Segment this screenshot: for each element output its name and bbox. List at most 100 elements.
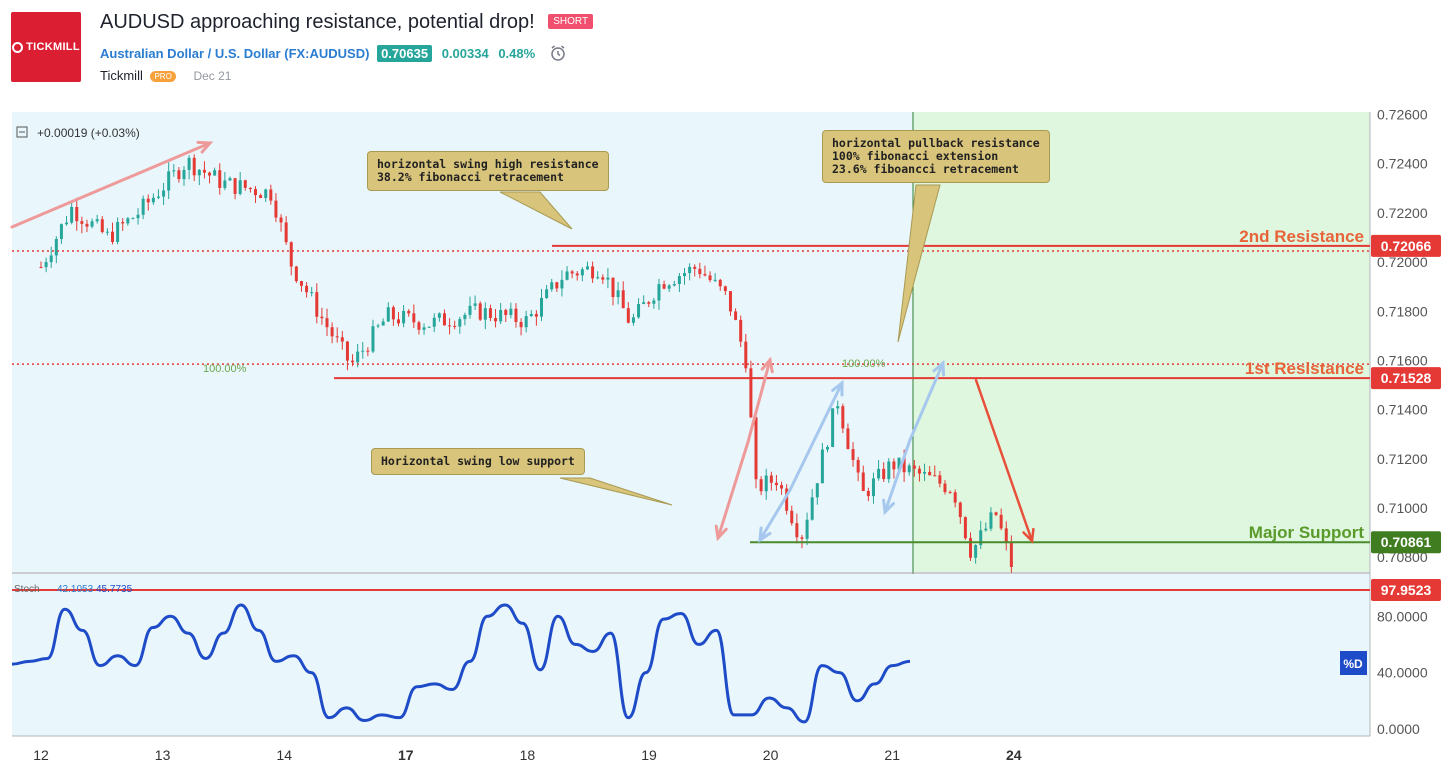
major-support-price-tag: 0.70861 — [1381, 534, 1432, 550]
candle — [478, 303, 482, 320]
fib-leg-arrow[interactable] — [883, 438, 912, 514]
stoch-marker-tag-bg — [1371, 579, 1441, 601]
candle — [468, 305, 472, 315]
candle — [774, 482, 778, 486]
candle — [974, 545, 978, 558]
fib-leg-arrow[interactable] — [908, 361, 945, 442]
candle — [826, 446, 830, 450]
fib-leg-arrow[interactable] — [746, 358, 772, 444]
stoch-marker-tag: 97.9523 — [1381, 582, 1432, 598]
major-support-tag-bg — [1371, 531, 1441, 554]
candle — [325, 318, 329, 328]
fib-level-label: 100.00% — [842, 358, 886, 370]
candle — [836, 406, 840, 409]
short-badge: SHORT — [548, 14, 594, 29]
candle — [70, 206, 74, 223]
candle — [810, 497, 814, 520]
time-tick-label: 12 — [33, 747, 49, 763]
projected-drop-arrow[interactable] — [974, 378, 1034, 543]
candle — [391, 307, 395, 320]
fib-level-label: 100.00% — [203, 363, 247, 375]
candle — [356, 351, 360, 363]
candle — [335, 336, 339, 338]
stoch-pane-background — [12, 574, 1370, 736]
candle — [386, 307, 390, 322]
candle — [683, 273, 687, 277]
symbol-code-link[interactable]: (FX:AUDUSD) — [284, 46, 370, 61]
time-tick-label: 19 — [641, 747, 657, 763]
candle — [555, 282, 559, 289]
price-tick-label: 0.70800 — [1377, 549, 1428, 565]
candle — [44, 262, 48, 268]
symbol-name-link[interactable]: Australian Dollar / U.S. Dollar — [100, 46, 281, 61]
stoch-d-line[interactable] — [11, 603, 911, 724]
candle — [519, 322, 523, 328]
stoch-tick-label: 40.0000 — [1377, 665, 1428, 681]
candle — [228, 178, 232, 181]
candle — [85, 223, 89, 227]
candle — [366, 350, 370, 352]
fib-leg-arrow[interactable] — [788, 381, 844, 492]
idea-title: AUDUSD approaching resistance, potential… — [100, 11, 594, 34]
candle — [192, 157, 196, 176]
candle — [80, 221, 84, 224]
candle — [739, 319, 743, 342]
time-tick-label: 13 — [155, 747, 171, 763]
candle — [550, 282, 554, 290]
idea-title-text: AUDUSD approaching resistance, potential… — [100, 11, 535, 33]
publish-date: Dec 21 — [193, 69, 232, 83]
annotation-swing-high[interactable]: horizontal swing high resistance 38.2% f… — [367, 151, 609, 191]
candle — [958, 502, 962, 518]
time-tick-label: 21 — [884, 747, 900, 763]
fib-leg-arrow-head — [831, 379, 844, 397]
candle — [233, 178, 237, 194]
author-name-link[interactable]: Tickmill — [100, 68, 143, 83]
candle — [320, 316, 324, 319]
candle — [580, 269, 584, 276]
candle — [652, 300, 656, 304]
stoch-tick-label: 0.0000 — [1377, 721, 1420, 737]
candle — [994, 512, 998, 515]
alarm-clock-icon[interactable] — [549, 44, 567, 65]
candle — [529, 313, 533, 317]
candle — [422, 327, 426, 330]
collapse-legend-button[interactable] — [16, 126, 28, 138]
trend-arrow[interactable] — [10, 141, 212, 229]
candle — [376, 325, 380, 327]
price-tick-label: 0.71400 — [1377, 402, 1428, 418]
candle — [749, 368, 753, 418]
tickmill-logo[interactable]: TICKMILL — [11, 12, 81, 82]
candle — [785, 488, 789, 511]
candle — [999, 514, 1003, 529]
callout-pointer — [559, 477, 673, 506]
candle — [795, 523, 799, 538]
price-change-percent: 0.48% — [498, 46, 536, 61]
candle — [657, 284, 661, 301]
candle — [871, 478, 875, 497]
candle — [187, 157, 191, 170]
candle — [141, 198, 145, 215]
candle — [698, 268, 702, 275]
candle — [631, 317, 635, 323]
candle — [565, 271, 569, 280]
callout-pointer — [897, 184, 941, 343]
candle — [953, 492, 957, 503]
annotation-pullback-resistance[interactable]: horizontal pullback resistance 100% fibo… — [822, 130, 1050, 183]
candle — [116, 222, 120, 242]
candle — [846, 428, 850, 450]
fib-leg-arrow[interactable] — [758, 488, 792, 542]
candle — [943, 483, 947, 493]
candle — [963, 517, 967, 539]
annotation-swing-low[interactable]: Horizontal swing low support — [371, 448, 585, 475]
candle — [100, 219, 104, 233]
projected-drop-arrow-head — [1022, 527, 1035, 544]
time-tick-label: 17 — [398, 747, 414, 763]
candle — [769, 475, 773, 483]
candle — [693, 266, 697, 269]
second-resistance-label: 2nd Resistance — [1239, 227, 1364, 246]
candle — [703, 274, 707, 276]
fib-leg-arrow[interactable] — [716, 440, 750, 540]
candle — [723, 286, 727, 292]
candle — [483, 308, 487, 320]
